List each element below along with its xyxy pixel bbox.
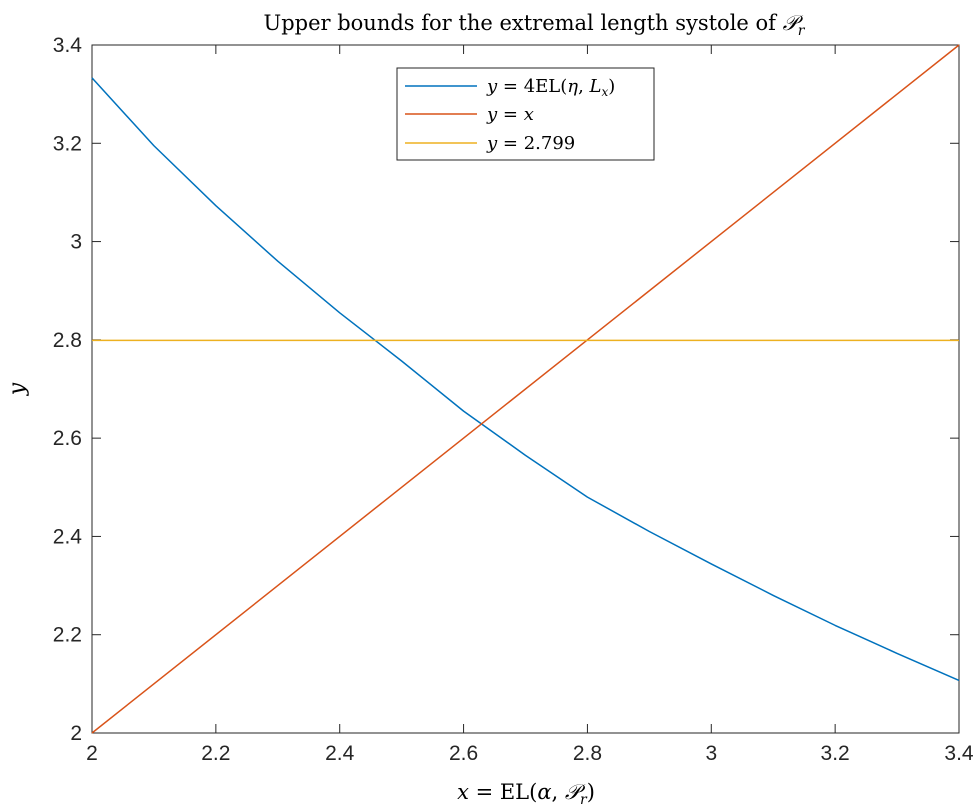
x-label-comma: , [552,780,565,804]
x-tick-label: 3.2 [821,742,850,765]
axes-frame [91,44,960,734]
x-label-lhs: x [457,780,469,804]
y-tick-label: 2 [70,722,82,745]
y-tick-label: 2.2 [53,624,82,647]
x-tick-label: 3 [705,742,717,765]
y-tick-label: 3.2 [53,132,82,155]
x-tick-label: 2.4 [325,742,355,765]
x-label-close: ) [587,780,595,804]
chart-title-text: Upper bounds for the extremal length sys… [264,11,783,35]
x-axis-ticks: 2 2.2 2.4 2.6 2.8 3 3.2 3.4 [86,45,974,765]
chart-title: Upper bounds for the extremal length sys… [264,11,806,39]
y-axis-ticks: 2 2.2 2.4 2.6 2.8 3 3.2 3.4 [53,34,959,745]
y-axis-label: y [5,382,30,396]
y-tick-label: 3.4 [53,34,83,57]
x-label-eq: = EL( [469,780,537,804]
x-tick-label: 2.8 [573,742,602,765]
x-tick-label: 2.6 [449,742,478,765]
legend-label-series-3: y = 2.799 [486,133,575,154]
y-tick-label: 2.8 [53,329,82,352]
y-tick-label: 2.4 [53,525,83,548]
series-layer [91,44,960,734]
x-tick-label: 3.4 [944,742,974,765]
x-label-alpha: α [537,780,551,804]
series-line-2 [91,44,960,734]
x-tick-label: 2 [86,742,98,765]
chart-title-subscript: r [798,23,806,39]
plot-area-border [91,44,960,734]
legend-label-series-2: y = x [486,104,534,125]
legend-label-series-1: y = 4EL(η, Lx) [486,76,615,99]
legend: y = 4EL(η, Lx) y = x y = 2.799 [396,67,655,161]
series-line-1 [91,77,960,682]
x-label-sub: r [580,792,588,808]
x-axis-label: x = EL(α, 𝒫r) [457,780,595,808]
x-tick-label: 2.2 [201,742,230,765]
y-tick-label: 3 [70,231,82,254]
y-tick-label: 2.6 [53,427,82,450]
